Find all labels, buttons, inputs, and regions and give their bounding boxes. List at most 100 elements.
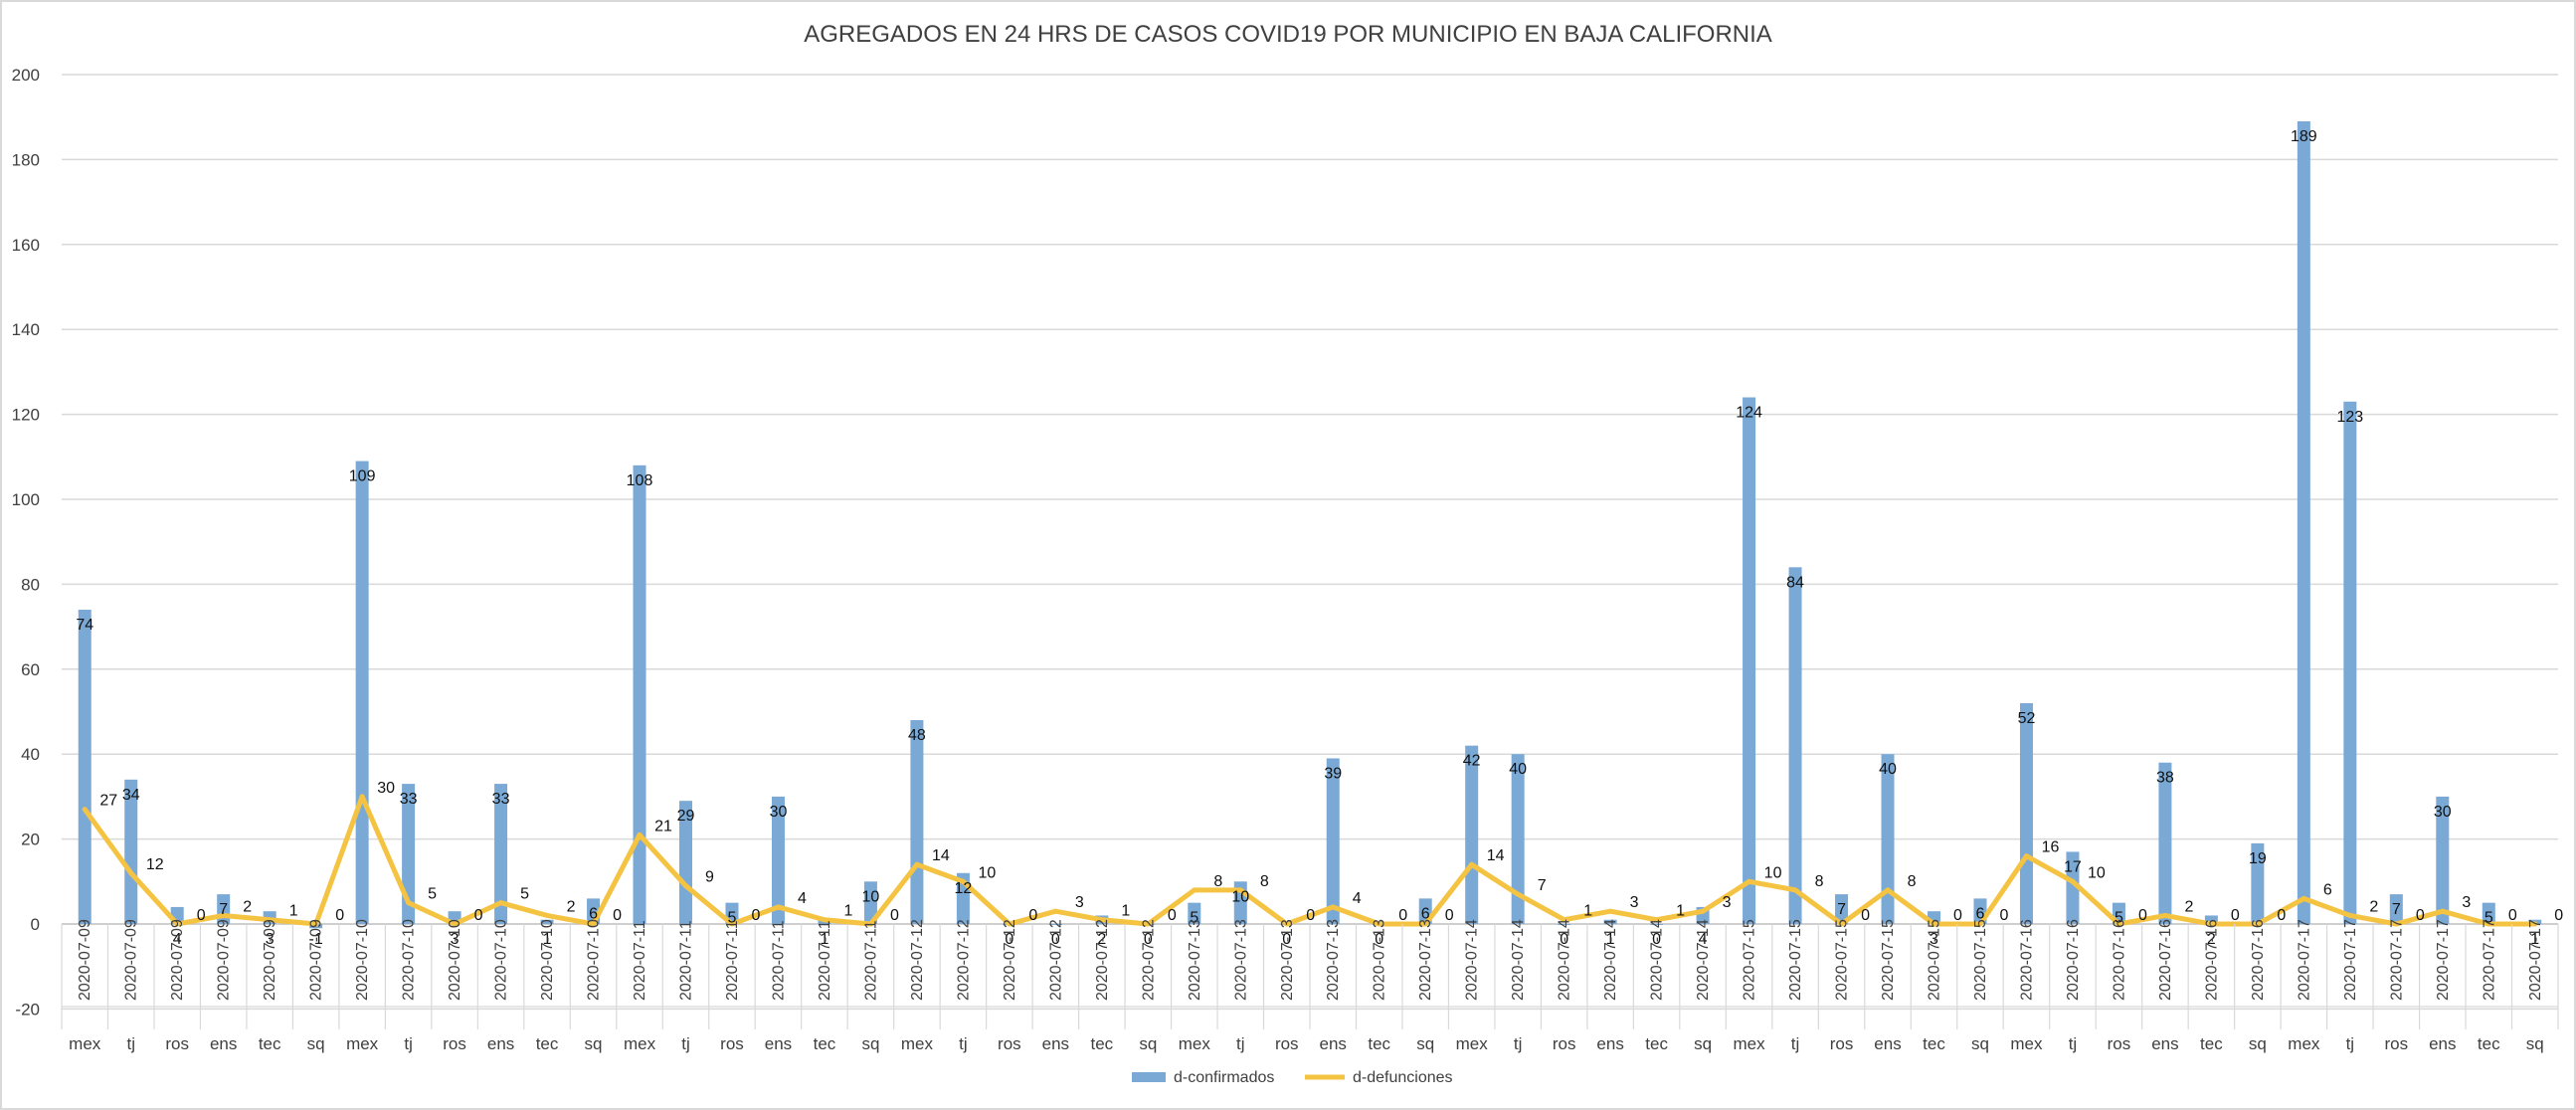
line-data-label: 3 [1723, 894, 1732, 911]
x-tick-category-label: ens [1320, 1034, 1347, 1053]
x-tick-category-label: ros [2385, 1034, 2409, 1053]
line-data-label: 9 [705, 869, 714, 886]
x-tick-category-label: mex [901, 1034, 934, 1053]
bar-data-label: 0 [1560, 931, 1568, 948]
y-tick-label: 140 [12, 320, 40, 339]
line-data-label: 1 [843, 903, 852, 920]
x-tick-category-label: tj [2069, 1034, 2078, 1053]
point-ens-2020-07-15 [1885, 887, 1891, 893]
point-tec-2020-07-12 [1099, 917, 1105, 923]
bar-ens-2020-07-14 [1603, 919, 1617, 924]
x-tick-category-label: tec [2200, 1034, 2223, 1053]
point-ens-2020-07-14 [1607, 908, 1613, 914]
y-tick-label: 200 [12, 66, 40, 85]
line-data-label: 2 [2184, 898, 2193, 915]
x-tick-date-label: 2020-07-14 [1695, 919, 1712, 1001]
x-tick-category-label: mex [1734, 1034, 1766, 1053]
line-data-label: 4 [798, 890, 807, 907]
point-ens-2020-07-10 [498, 900, 504, 906]
x-tick-category-label: ens [487, 1034, 514, 1053]
y-tick-label: 180 [12, 150, 40, 169]
line-data-label: 0 [2277, 907, 2286, 924]
point-tj-2020-07-09 [128, 870, 134, 876]
point-ros-2020-07-17 [2393, 921, 2399, 927]
x-tick-category-label: tj [404, 1034, 413, 1053]
y-tick-label: 40 [21, 745, 40, 764]
x-tick-date-label: 2020-07-17 [2388, 919, 2405, 1001]
point-tj-2020-07-15 [1792, 887, 1798, 893]
x-tick-date-label: 2020-07-12 [955, 919, 972, 1001]
bar-tj-2020-07-11 [679, 801, 692, 924]
bar-mex-2020-07-13 [1188, 902, 1201, 924]
y-tick-label: 80 [21, 575, 40, 594]
x-tick-date-label: 2020-07-16 [2157, 919, 2174, 1001]
x-tick-date-label: 2020-07-16 [2203, 919, 2220, 1001]
bar-data-label: 34 [122, 787, 140, 804]
point-ros-2020-07-13 [1284, 921, 1290, 927]
x-tick-date-label: 2020-07-12 [1094, 919, 1111, 1001]
x-tick-date-label: 2020-07-15 [1972, 919, 1989, 1001]
bar-tec-2020-07-14 [1650, 924, 1664, 925]
bar-data-label: 1 [543, 931, 552, 948]
x-tick-category-label: ros [720, 1034, 744, 1053]
x-tick-date-label: 2020-07-11 [724, 920, 741, 1001]
x-tick-category-label: tec [1645, 1034, 1668, 1053]
line-data-label: 7 [1538, 877, 1547, 894]
bar-mex-2020-07-17 [2297, 120, 2310, 925]
y-tick-label: 20 [21, 831, 40, 849]
bar-mex-2020-07-12 [910, 720, 924, 924]
bar-tj-2020-07-17 [2343, 401, 2357, 924]
bar-mex-2020-07-16 [2019, 702, 2033, 924]
point-ros-2020-07-14 [1562, 917, 1567, 923]
x-tick-date-label: 2020-07-14 [1602, 919, 1619, 1001]
point-ens-2020-07-12 [1052, 908, 1058, 914]
x-tick-date-label: 2020-07-11 [632, 920, 648, 1001]
bar-data-label: 189 [2291, 128, 2317, 145]
point-ros-2020-07-12 [1007, 921, 1012, 927]
line-data-label: 10 [1764, 864, 1782, 881]
point-sq-2020-07-10 [591, 921, 597, 927]
point-tj-2020-07-14 [1515, 891, 1521, 897]
point-sq-2020-07-11 [867, 921, 873, 927]
x-tick-category-label: ens [1596, 1034, 1623, 1053]
x-tick-category-label: sq [1416, 1034, 1434, 1053]
x-tick-category-label: sq [585, 1034, 603, 1053]
bar-data-label: 123 [2336, 409, 2363, 426]
line-data-label: 0 [1861, 907, 1870, 924]
x-tick-date-label: 2020-07-11 [678, 920, 695, 1001]
x-tick-date-label: 2020-07-09 [77, 919, 93, 1001]
bar-data-label: 74 [76, 617, 93, 634]
point-mex-2020-07-09 [82, 807, 88, 813]
x-tick-date-label: 2020-07-14 [1510, 919, 1527, 1001]
line-data-label: 8 [1213, 873, 1222, 890]
point-ens-2020-07-13 [1330, 904, 1336, 910]
line-data-label: 0 [2508, 907, 2517, 924]
point-ros-2020-07-15 [1839, 921, 1845, 927]
bar-data-label: 6 [589, 905, 598, 922]
legend-label-d-defunciones: d-defunciones [1353, 1069, 1453, 1086]
bar-data-label: 108 [627, 472, 653, 489]
bar-data-label: 1 [820, 931, 828, 948]
bar-ens-2020-07-12 [1048, 924, 1062, 925]
bar-data-label: 0 [1144, 931, 1153, 948]
bar-data-label: 0 [1282, 931, 1291, 948]
bar-sq-2020-07-16 [2251, 842, 2265, 924]
x-tick-date-label: 2020-07-15 [1834, 919, 1851, 1001]
bar-mex-2020-07-15 [1743, 397, 1756, 924]
bar-tec-2020-07-17 [2482, 902, 2495, 924]
x-axis: 2020-07-09mex2020-07-09tj2020-07-09ros20… [61, 919, 2559, 1053]
x-tick-date-label: 2020-07-12 [1047, 919, 1064, 1001]
bar-mex-2020-07-10 [355, 461, 369, 924]
x-tick-date-label: 2020-07-11 [817, 920, 833, 1001]
chart-title: AGREGADOS EN 24 HRS DE CASOS COVID19 POR… [804, 21, 1772, 48]
x-tick-category-label: ens [1874, 1034, 1901, 1053]
point-tj-2020-07-11 [683, 883, 688, 889]
bar-data-label: 12 [954, 880, 972, 897]
x-tick-category-label: tj [681, 1034, 690, 1053]
bar-data-label: 38 [2156, 770, 2174, 787]
line-data-label: 30 [377, 780, 395, 797]
bar-ens-2020-07-13 [1326, 758, 1340, 924]
bar-data-label: 84 [1786, 574, 1804, 591]
x-tick-date-label: 2020-07-10 [539, 919, 556, 1001]
